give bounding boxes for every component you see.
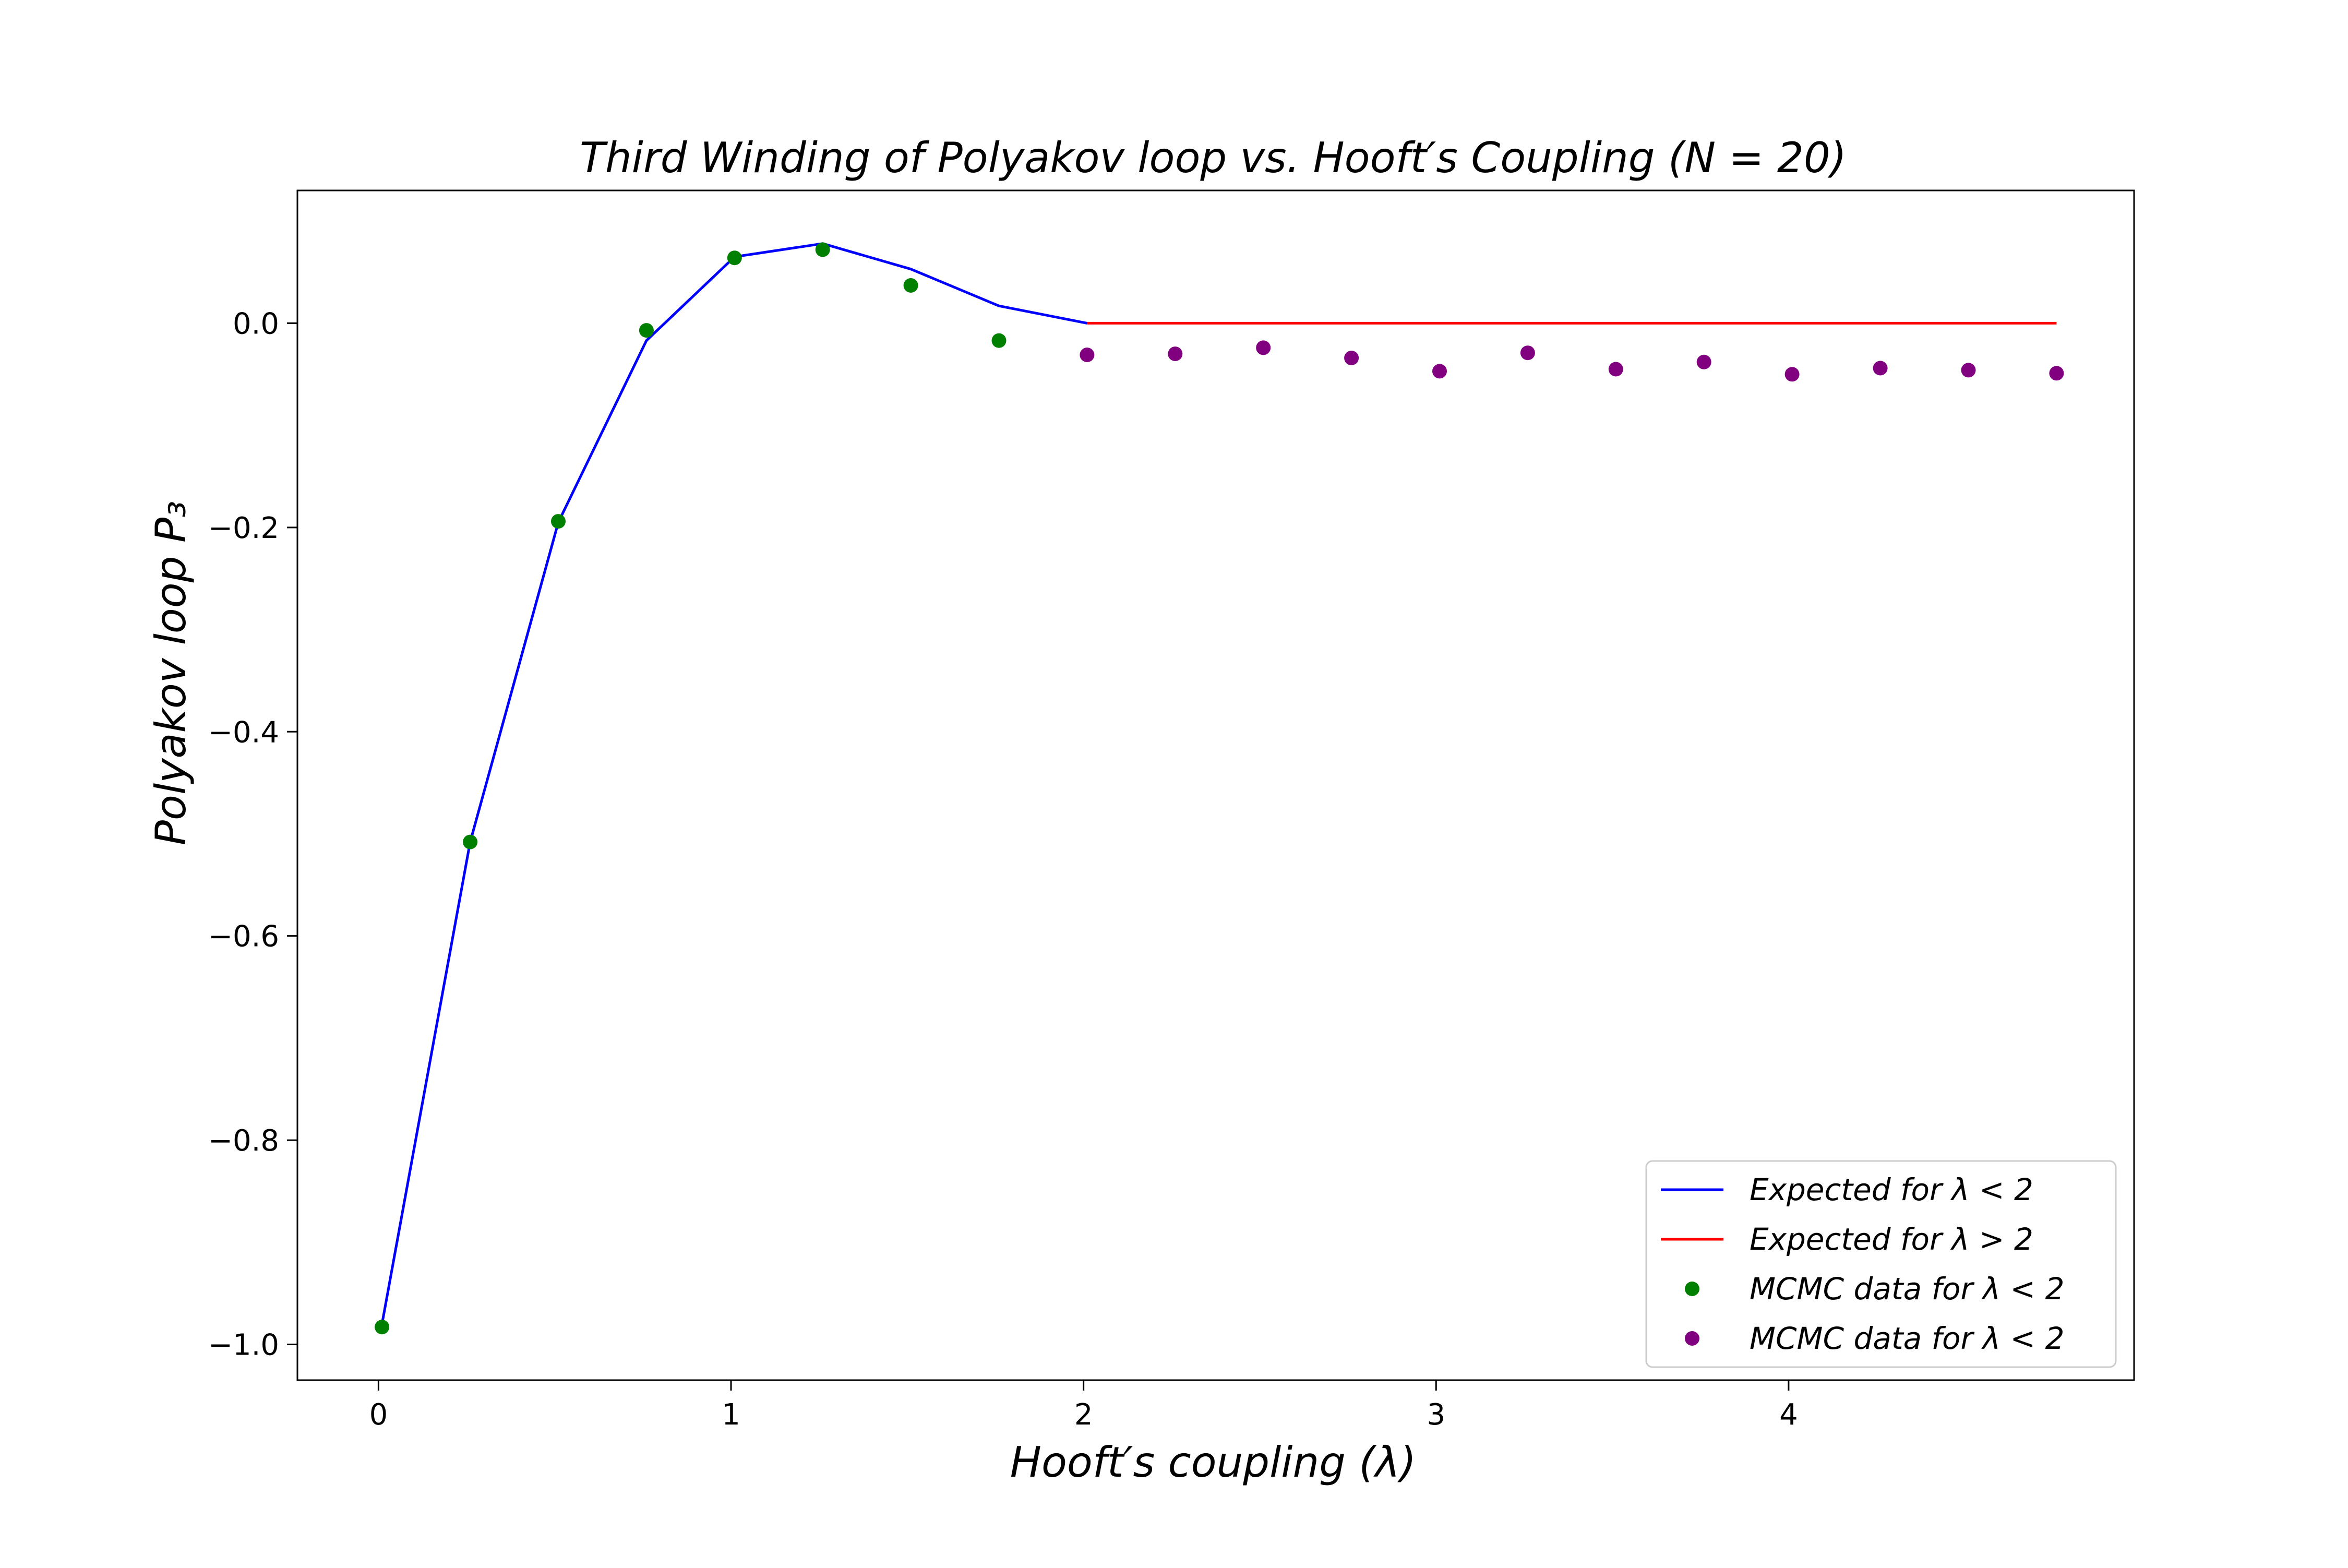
legend-label-2: MCMC data for λ < 2 — [1750, 1271, 2064, 1307]
y-tick-label-3: −0.6 — [208, 920, 279, 954]
x-axis-label: Hooft′s coupling (λ) — [1010, 1438, 1416, 1487]
x-tick-label-1: 1 — [722, 1398, 740, 1432]
legend-label-3: MCMC data for λ < 2 — [1750, 1321, 2064, 1356]
x-tick-label-0: 0 — [369, 1398, 388, 1432]
data-point-s3-10 — [1961, 363, 1976, 378]
data-point-s2-1 — [463, 834, 478, 849]
y-tick-label-1: −0.2 — [208, 511, 279, 545]
data-point-s2-3 — [639, 323, 654, 338]
data-point-s3-6 — [1608, 362, 1623, 377]
legend-box — [1645, 1160, 2117, 1368]
y-tick-label-0: 0.0 — [233, 307, 279, 341]
data-point-s3-7 — [1696, 354, 1711, 369]
data-point-s2-6 — [903, 278, 918, 293]
chart-title: Third Winding of Polyakov loop vs. Hooft… — [580, 134, 1847, 182]
legend-marker-3 — [1685, 1331, 1699, 1346]
legend-marker-2 — [1685, 1282, 1699, 1296]
data-point-s3-0 — [1080, 348, 1095, 363]
x-tick-label-2: 2 — [1074, 1398, 1093, 1432]
legend-label-1: Expected for λ > 2 — [1750, 1222, 2033, 1257]
legend: Expected for λ < 2 Expected for λ > 2 MCMC… — [1645, 1160, 2117, 1368]
legend-label-0: Expected for λ < 2 — [1750, 1172, 2033, 1207]
data-point-s2-2 — [551, 514, 566, 529]
x-tick-label-4: 4 — [1779, 1398, 1798, 1432]
y-tick-label-5: −1.0 — [208, 1328, 279, 1362]
data-point-s3-4 — [1432, 364, 1447, 379]
data-point-s2-7 — [991, 333, 1007, 348]
x-tick-label-3: 3 — [1427, 1398, 1445, 1432]
plot-area: 0 1 2 3 4 0.0 −0.2 −0.4 −0.6 −0.8 −1.0 — [208, 189, 2135, 1432]
data-point-s3-8 — [1784, 367, 1800, 382]
y-axis-label: Polyakov loop P₃ — [147, 501, 195, 845]
y-tick-label-4: −0.8 — [208, 1124, 279, 1158]
plot-frame — [296, 189, 2135, 1381]
data-point-s3-5 — [1520, 345, 1535, 361]
data-point-s3-1 — [1168, 346, 1183, 362]
data-point-s2-4 — [727, 250, 742, 266]
data-point-s3-11 — [2049, 366, 2064, 381]
y-tick-label-2: −0.4 — [208, 715, 279, 749]
data-point-s3-2 — [1256, 340, 1271, 355]
data-point-s3-3 — [1344, 351, 1359, 365]
data-point-s2-0 — [375, 1320, 390, 1335]
data-point-s2-5 — [815, 242, 830, 257]
data-point-s3-9 — [1873, 361, 1888, 376]
